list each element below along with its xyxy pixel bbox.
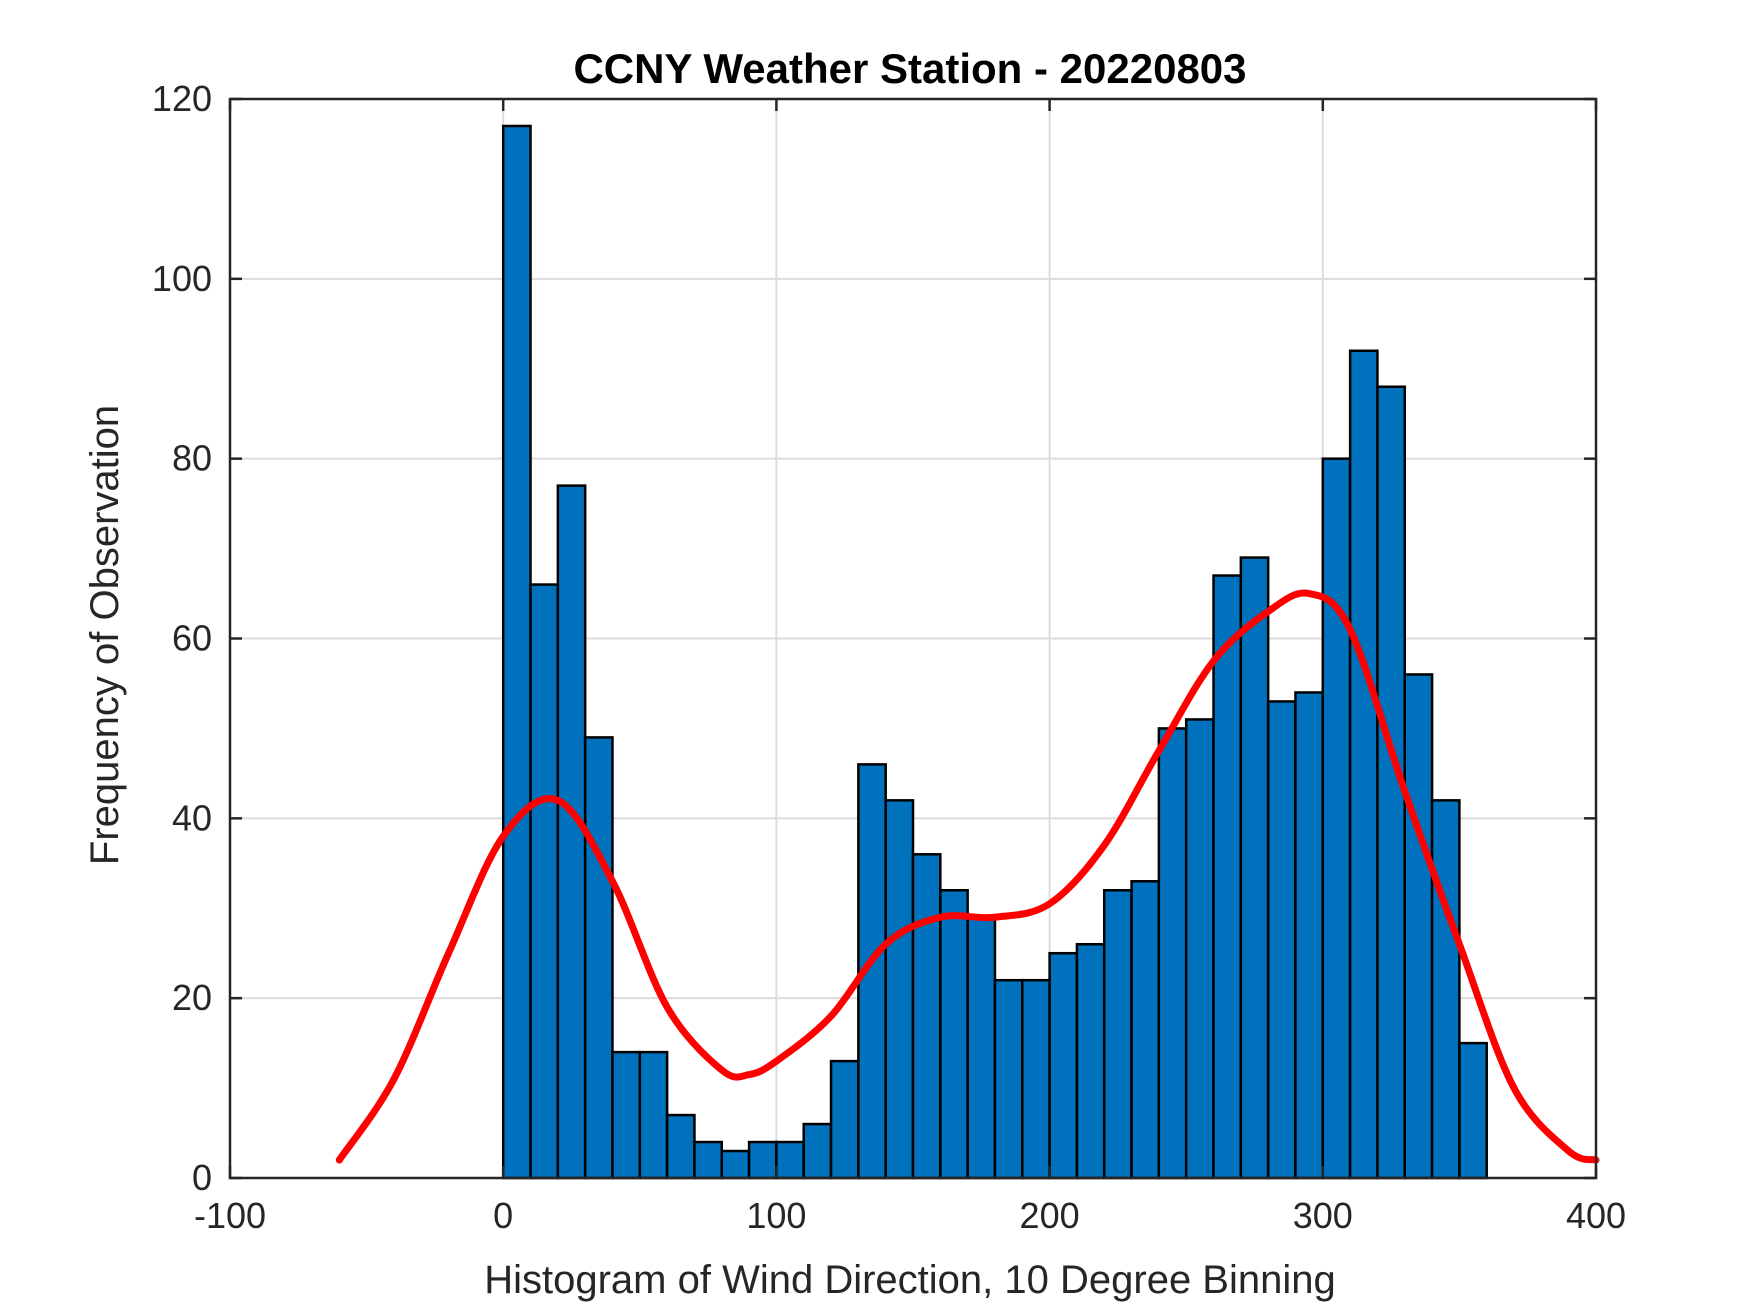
histogram-bar [775,1140,805,1180]
tick-marks [228,97,1598,1180]
histogram-bar [1430,799,1461,1180]
histogram-bar [556,484,587,1180]
histogram-bar [939,889,969,1180]
histogram-bar [611,1050,642,1180]
histogram-bar [665,1113,696,1180]
x-tick-label: -100 [194,1195,266,1236]
histogram-bar [747,1140,778,1180]
histogram-bar [583,736,614,1180]
x-tick-label: 300 [1293,1195,1353,1236]
histogram-bar [529,583,560,1180]
histogram-bars [501,124,1488,1180]
histogram-bar [911,853,942,1180]
histogram-bar [1403,673,1434,1180]
histogram-bar [501,124,532,1180]
histogram-bar [693,1140,724,1180]
y-tick-label: 100 [152,258,212,299]
histogram-bar [1458,1041,1488,1180]
histogram-bar [1266,700,1297,1180]
histogram-bar [1239,556,1270,1180]
histogram-bar [1294,691,1325,1180]
y-tick-label: 20 [172,977,212,1018]
y-tick-label: 60 [172,618,212,659]
histogram-bar [1184,718,1215,1180]
histogram-bar [1130,880,1161,1180]
histogram-bar [638,1050,669,1180]
histogram-bar [1321,457,1352,1180]
histogram-bar [1102,889,1133,1180]
x-axis-label: Histogram of Wind Direction, 10 Degree B… [484,1258,1336,1302]
y-tick-label: 80 [172,438,212,479]
histogram-bar [1348,349,1379,1180]
histogram-bar [720,1149,751,1180]
x-tick-label: 0 [493,1195,513,1236]
histogram-bar [1048,951,1079,1180]
histogram-bar [1021,978,1051,1180]
chart-title: CCNY Weather Station - 20220803 [573,45,1246,92]
x-tick-label: 100 [746,1195,806,1236]
x-tick-label: 400 [1566,1195,1626,1236]
histogram-bar [884,799,915,1180]
x-tick-label: 200 [1020,1195,1080,1236]
histogram-bar [1212,574,1243,1180]
fit-curve [335,589,1600,1164]
histogram-bar [966,915,997,1180]
histogram-bar [993,978,1024,1180]
y-tick-label: 40 [172,797,212,838]
y-axis-label: Frequency of Observation [83,405,127,865]
y-tick-label: 0 [192,1157,212,1198]
histogram-bar [1075,942,1106,1180]
histogram-bar [829,1059,860,1180]
histogram-bar [1157,727,1188,1180]
y-tick-label: 120 [152,78,212,119]
histogram-bar [802,1122,833,1180]
